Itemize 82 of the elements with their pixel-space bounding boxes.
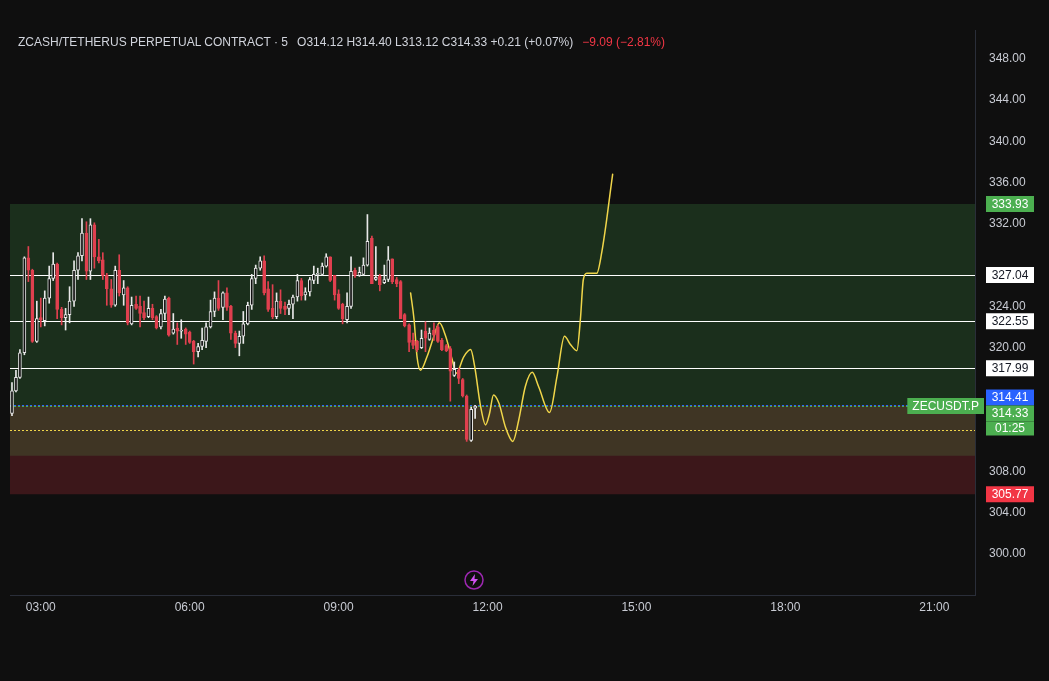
candlestick	[287, 299, 291, 315]
text: ZCASH/TETHERUS PERPETUAL CONTRACT · 5	[18, 35, 289, 49]
y-tick-label: 336.00	[989, 174, 1027, 189]
y-tick-label: 308.00	[989, 463, 1027, 478]
x-tick-label: 15:00	[621, 599, 652, 614]
x-tick-label: 18:00	[770, 599, 801, 614]
y-tick-label: 300.00	[989, 546, 1027, 561]
x-tick-label: 06:00	[174, 599, 206, 614]
candlestick	[138, 295, 142, 328]
candlestick	[183, 327, 188, 345]
candlestick	[14, 369, 18, 393]
candlestick	[448, 346, 453, 402]
candlestick	[159, 309, 163, 330]
ref-line-label: 314.41	[991, 390, 1029, 405]
candlestick	[377, 274, 382, 292]
candlestick	[407, 323, 411, 353]
candlestick	[134, 295, 138, 310]
candlestick	[262, 255, 266, 296]
candlestick	[117, 254, 122, 297]
candlestick	[34, 300, 39, 343]
y-tick-label: 344.00	[989, 92, 1027, 107]
x-tick-label: 09:00	[323, 599, 354, 614]
candlestick	[291, 294, 295, 320]
y-tick-label: 340.00	[989, 133, 1027, 148]
y-tick-label: 324.00	[989, 298, 1027, 313]
candlestick	[80, 218, 84, 262]
candlestick	[55, 262, 59, 320]
candlestick	[266, 281, 270, 312]
y-tick-label: 304.00	[989, 504, 1027, 519]
candlestick	[142, 300, 146, 321]
candlestick	[258, 256, 263, 271]
candlestick	[42, 290, 47, 327]
y-tick-label: 320.00	[989, 339, 1027, 354]
candlestick	[353, 267, 357, 278]
band-label: 305.77	[991, 487, 1029, 502]
candlestick	[283, 301, 287, 315]
text: O314.12 H314.40 L313.12 C314.33 +0.21 (+0.07%)	[297, 35, 574, 49]
candlestick	[229, 304, 233, 340]
candlestick	[72, 260, 76, 307]
candlestick	[374, 246, 378, 281]
candlestick	[469, 407, 473, 442]
candlestick	[345, 292, 349, 324]
candlestick	[390, 258, 395, 284]
ref-line-label: 327.04	[991, 267, 1029, 282]
candlestick	[225, 287, 229, 311]
candlestick	[415, 340, 419, 353]
candlestick	[411, 332, 415, 349]
candlestick	[204, 322, 208, 348]
candlestick	[452, 361, 457, 377]
candlestick	[179, 319, 184, 339]
candlestick	[349, 256, 353, 309]
y-tick-label: 332.00	[989, 216, 1027, 231]
candlestick	[200, 327, 204, 350]
candlestick	[432, 322, 436, 341]
candlestick	[436, 324, 440, 343]
candlestick	[473, 404, 477, 419]
ref-line-label: 322.55	[991, 314, 1029, 329]
candlestick	[18, 349, 22, 379]
candlestick	[196, 343, 200, 358]
candlestick	[440, 337, 444, 351]
candlestick	[10, 382, 14, 416]
candlestick	[221, 291, 225, 321]
candlestick	[167, 296, 171, 337]
ref-line-label: 317.99	[991, 361, 1029, 376]
candlestick	[121, 280, 126, 306]
x-tick-label: 03:00	[25, 599, 57, 614]
annotation: −9.09 (−2.81%)	[582, 35, 665, 49]
text: 01:25	[994, 421, 1026, 436]
candlestick	[38, 297, 43, 328]
candlestick	[308, 277, 312, 297]
candlestick	[386, 246, 391, 282]
y-tick-label: 348.00	[989, 51, 1027, 66]
x-tick-label: 12:00	[472, 599, 503, 614]
candlestick	[241, 311, 246, 344]
candlestick	[113, 265, 118, 307]
band-label: 333.93	[991, 196, 1029, 211]
candlestick	[163, 295, 167, 321]
ref-line-label: 314.33	[991, 406, 1029, 421]
candlestick	[370, 235, 374, 284]
annotation: ZECUSDT.P	[912, 398, 980, 413]
x-tick-label: 21:00	[919, 599, 950, 614]
candlestick	[109, 279, 114, 308]
